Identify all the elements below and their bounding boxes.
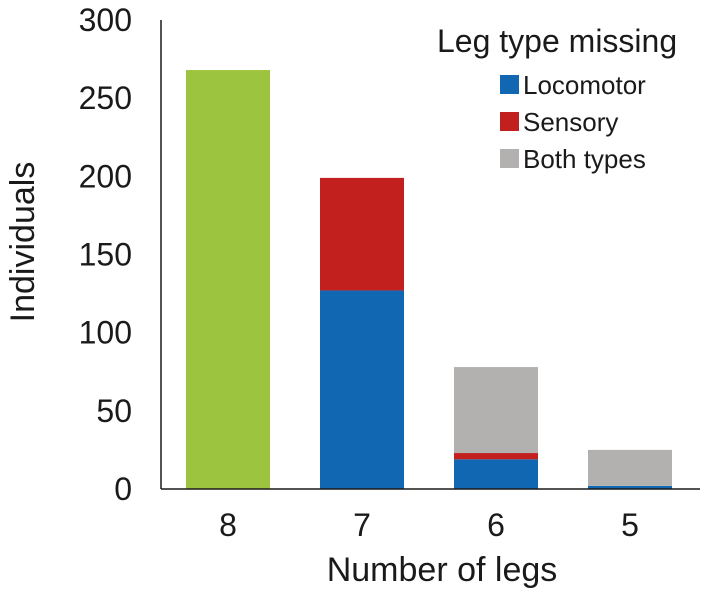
legend-swatch-locomotor xyxy=(500,75,519,94)
legend-swatch-sensory xyxy=(500,112,519,131)
y-tick-label: 250 xyxy=(79,80,132,116)
y-tick-label: 200 xyxy=(79,158,132,194)
x-tick-label: 6 xyxy=(487,507,505,543)
bar-segment-both-types xyxy=(454,367,538,454)
y-tick-label: 300 xyxy=(79,2,132,38)
y-axis-ticks: 0 50 100 150 200 250 300 xyxy=(79,2,132,507)
bar-segment-locomotor xyxy=(320,290,404,489)
legend: Leg type missing Locomotor Sensory Both ty… xyxy=(437,23,677,174)
bar-segment-locomotor xyxy=(454,459,538,489)
legend-swatch-both-types xyxy=(500,149,519,168)
y-tick-label: 150 xyxy=(79,237,132,273)
bar-segment-both-types xyxy=(588,449,672,486)
bar-intact xyxy=(186,70,270,489)
x-axis-label: Number of legs xyxy=(327,551,558,589)
legend-label-locomotor: Locomotor xyxy=(523,70,646,100)
x-axis-ticks: 8 7 6 5 xyxy=(219,507,639,543)
bar-segment-sensory xyxy=(320,177,404,291)
legend-label-sensory: Sensory xyxy=(523,107,618,137)
bars-group xyxy=(186,70,672,489)
y-tick-label: 100 xyxy=(79,315,132,351)
x-tick-label: 5 xyxy=(621,507,639,543)
x-tick-label: 8 xyxy=(219,507,237,543)
y-axis-label: Individuals xyxy=(4,162,42,323)
x-tick-label: 7 xyxy=(353,507,371,543)
bar-segment-locomotor xyxy=(588,485,672,489)
legend-title: Leg type missing xyxy=(437,23,677,59)
legend-label-both-types: Both types xyxy=(523,144,646,174)
legend-items: Locomotor Sensory Both types xyxy=(500,70,646,174)
y-tick-label: 50 xyxy=(96,393,132,429)
y-tick-label: 0 xyxy=(114,471,132,507)
bar-segment-sensory xyxy=(454,453,538,460)
